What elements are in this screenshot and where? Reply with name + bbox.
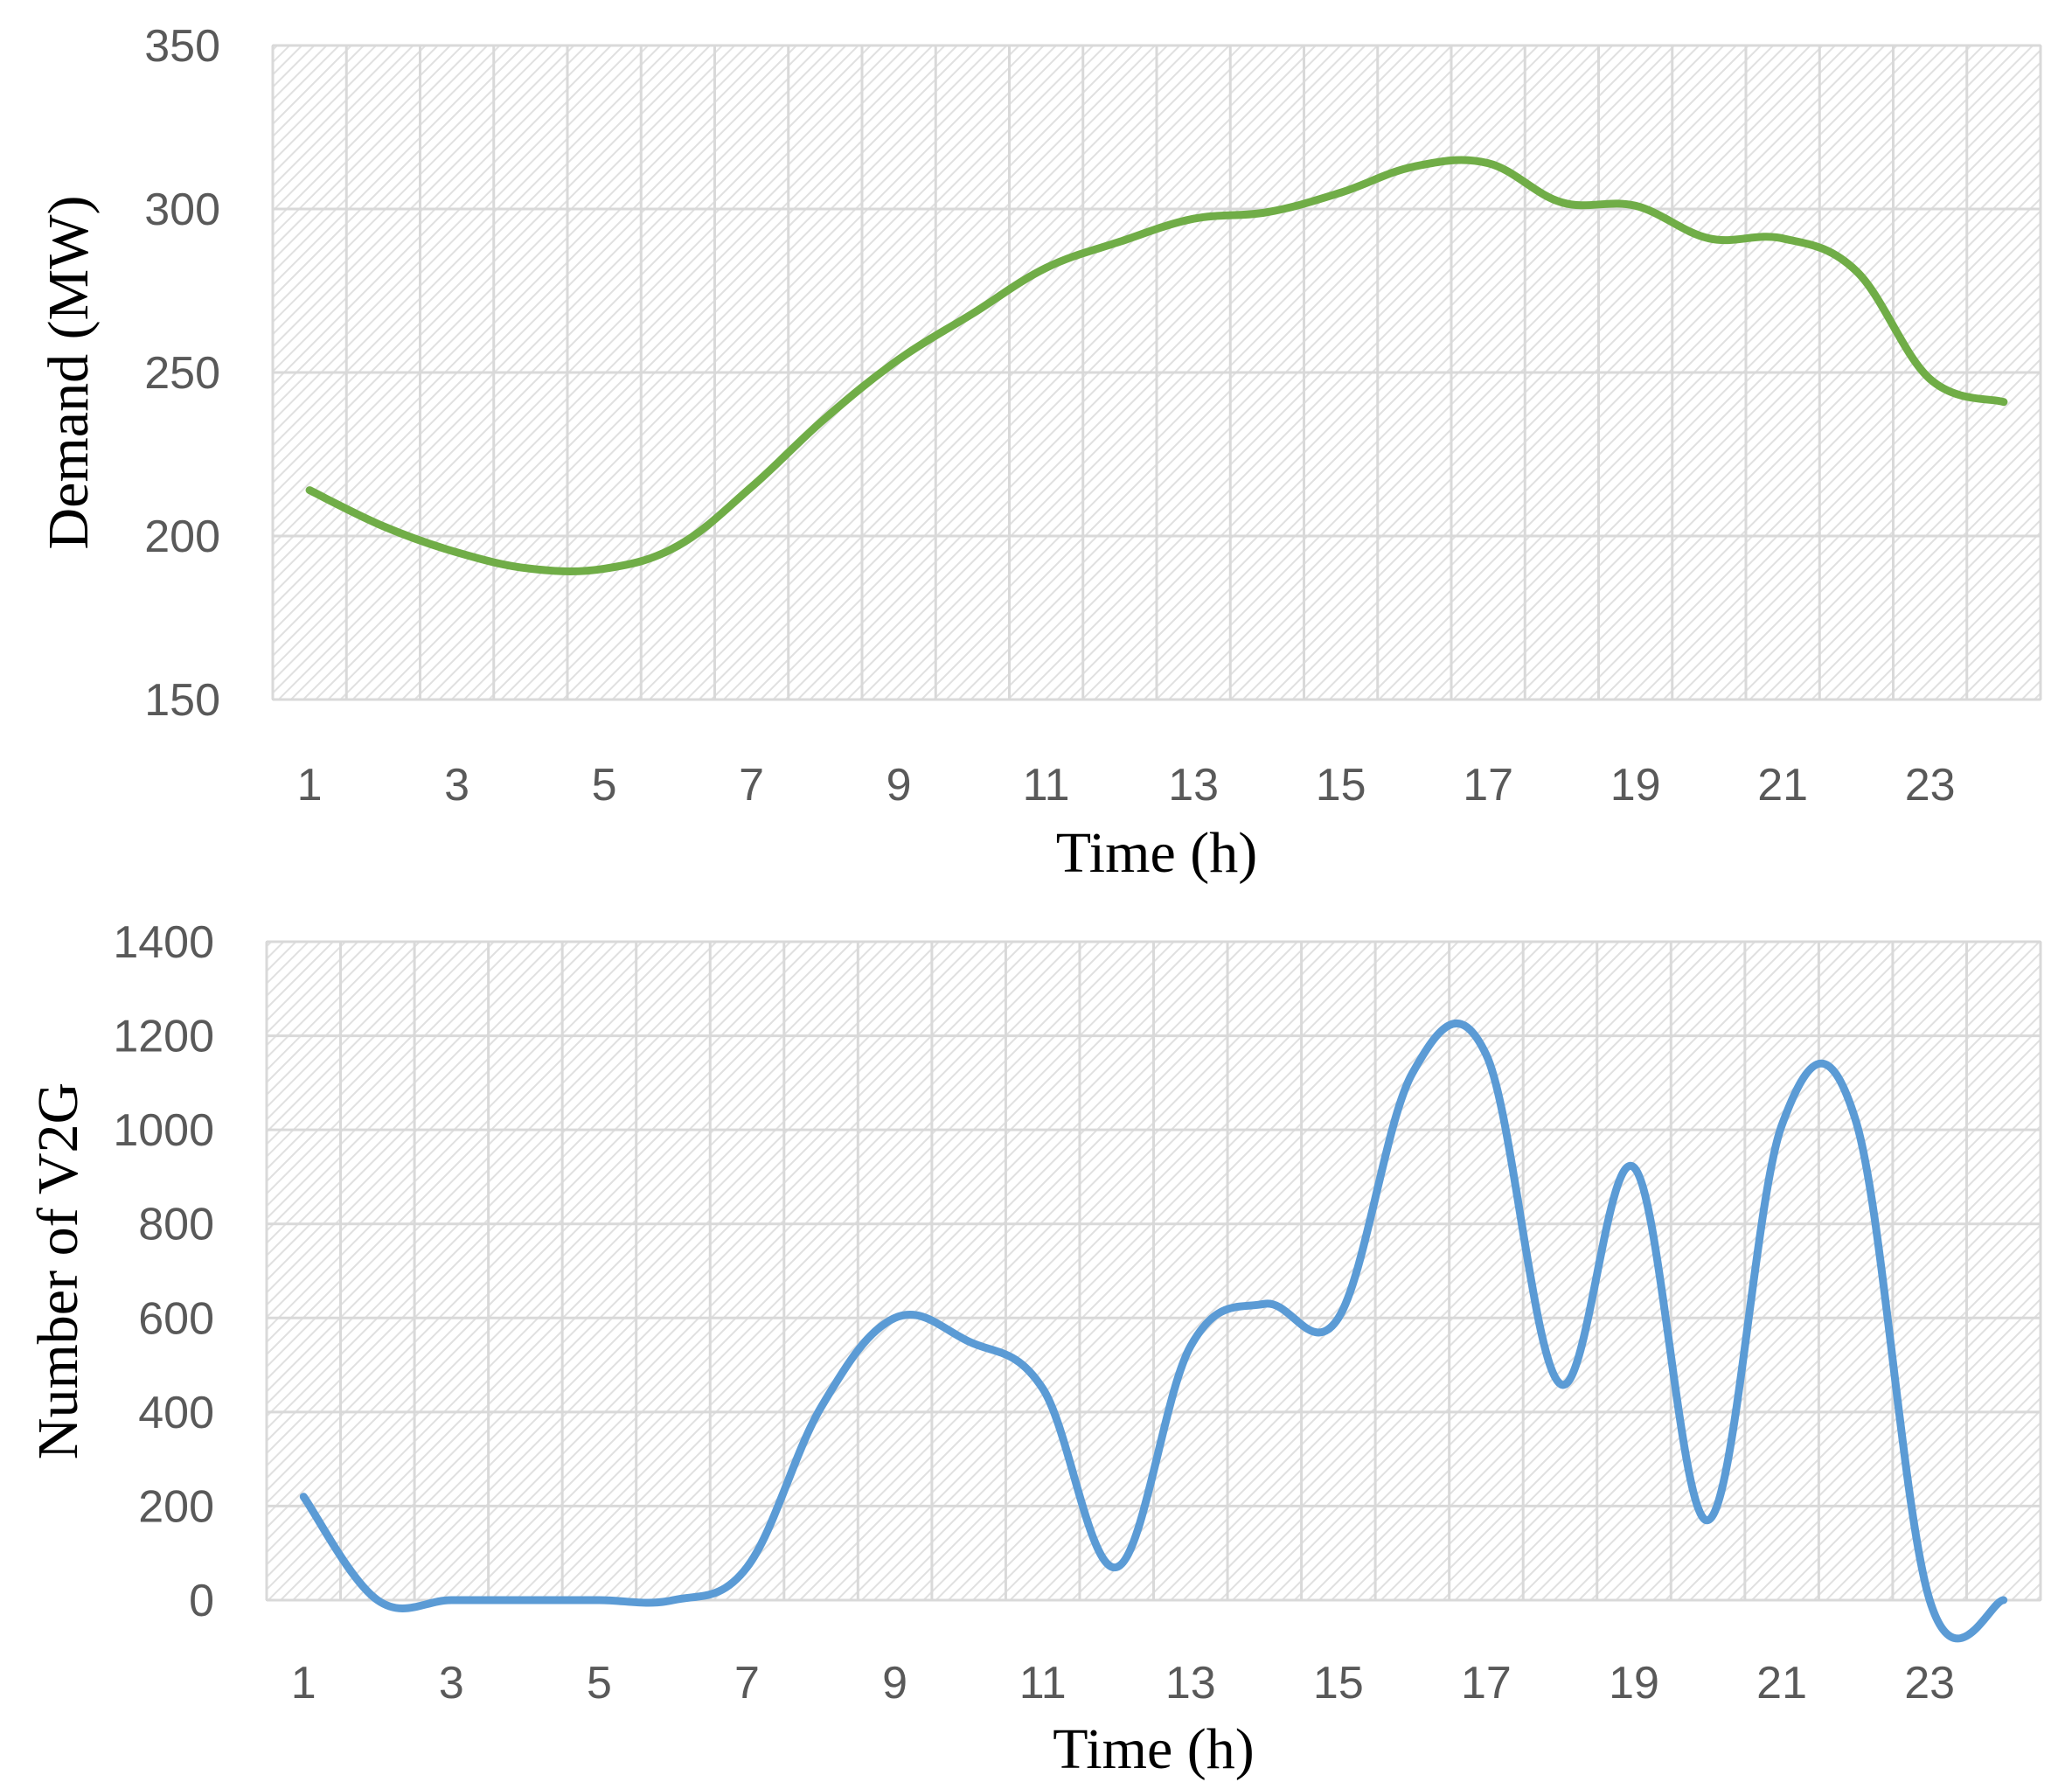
v2g-x-tick-labels: 1 3 5 7 9 11 13 15 17 19 21 23 [291,1658,1955,1709]
v2g-x-tick-label: 7 [734,1658,760,1709]
demand-x-tick-label: 13 [1168,760,1219,811]
v2g-x-tick-label: 17 [1461,1658,1512,1709]
v2g-gridlines [265,940,2042,1602]
demand-y-tick-label: 150 [144,675,220,726]
demand-series-line [305,156,2008,575]
v2g-y-tick-label: 400 [138,1388,214,1438]
demand-x-tick-label: 7 [739,760,764,811]
demand-y-tick-labels: 150 200 250 300 350 [144,21,220,726]
v2g-x-tick-label: 11 [1019,1658,1067,1709]
demand-x-tick-label: 1 [297,760,323,811]
demand-x-tick-label: 23 [1905,760,1956,811]
v2g-y-tick-labels: 0 200 400 600 800 1000 1200 1400 [113,917,214,1626]
demand-y-axis-title: Demand (MW) [37,195,101,549]
demand-x-tick-label: 11 [1023,760,1070,811]
v2g-x-tick-label: 15 [1313,1658,1364,1709]
demand-x-tick-label: 5 [592,760,617,811]
demand-y-tick-label: 200 [144,512,220,562]
v2g-y-tick-label: 1000 [113,1105,214,1156]
v2g-y-tick-label: 800 [138,1200,214,1250]
v2g-x-tick-label: 23 [1904,1658,1955,1709]
v2g-x-tick-label: 3 [439,1658,464,1709]
demand-y-tick-label: 300 [144,184,220,235]
v2g-y-tick-label: 200 [138,1481,214,1532]
demand-x-tick-label: 21 [1757,760,1808,811]
v2g-series-line [299,1020,2008,1643]
v2g-y-axis-title: Number of V2G [26,1082,90,1459]
v2g-x-tick-label: 9 [882,1658,907,1709]
v2g-y-tick-label: 0 [189,1576,214,1626]
v2g-x-tick-label: 13 [1165,1658,1216,1709]
v2g-x-axis-title: Time (h) [1053,1717,1254,1781]
demand-gridlines [271,44,2042,701]
demand-y-tick-label: 350 [144,21,220,72]
demand-x-axis-title: Time (h) [1056,821,1257,885]
v2g-y-tick-label: 1400 [113,917,214,968]
v2g-x-tick-label: 5 [587,1658,612,1709]
demand-x-tick-label: 3 [444,760,469,811]
demand-x-tick-label: 17 [1463,760,1513,811]
v2g-x-tick-label: 21 [1756,1658,1807,1709]
demand-x-tick-label: 19 [1610,760,1661,811]
v2g-x-tick-label: 1 [291,1658,316,1709]
demand-x-tick-label: 15 [1316,760,1366,811]
demand-x-tick-labels: 1 3 5 7 9 11 13 15 17 19 21 23 [297,760,1956,811]
demand-y-tick-label: 250 [144,348,220,399]
demand-x-tick-label: 9 [887,760,912,811]
v2g-y-tick-label: 1200 [113,1012,214,1062]
v2g-y-tick-label: 600 [138,1293,214,1344]
v2g-x-tick-label: 19 [1609,1658,1659,1709]
